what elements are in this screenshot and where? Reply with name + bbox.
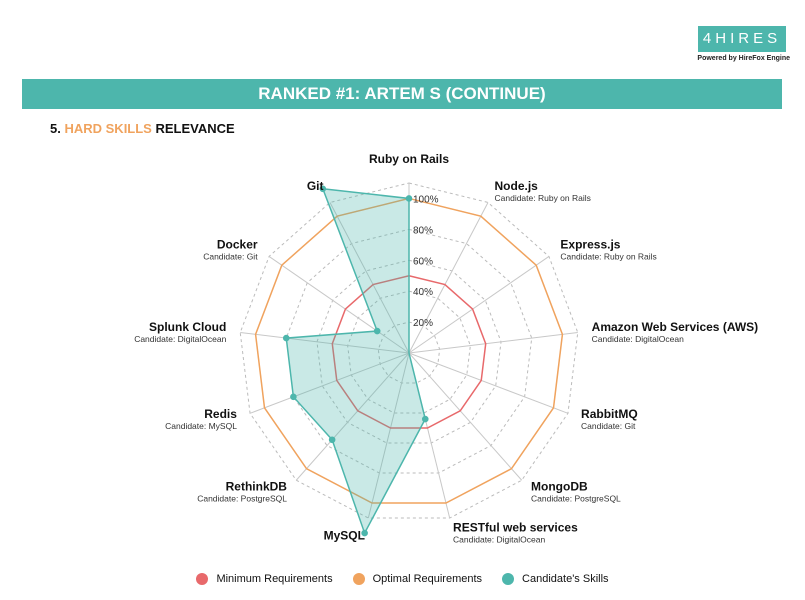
category-label: Git (307, 179, 324, 193)
candidate-point (373, 327, 381, 335)
tick-label: 100% (413, 194, 439, 205)
section-highlight: HARD SKILLS (64, 121, 152, 136)
axis-spoke (408, 256, 550, 354)
category-label: RethinkDB (226, 480, 288, 494)
candidate-point (405, 195, 413, 202)
candidate-point (361, 529, 368, 537)
tick-label: 60% (413, 256, 433, 267)
category-label: Ruby on Rails (369, 152, 449, 166)
logo-tagline: Powered by HireFox Engine (697, 55, 790, 62)
category-sublabel: Candidate: Git (203, 251, 258, 261)
candidate-point (328, 436, 336, 444)
category-label: MySQL (324, 529, 365, 543)
axis-spoke (268, 256, 410, 354)
grid-ring-20 (377, 321, 441, 384)
legend-label-optimal: Optimal Requirements (372, 573, 483, 585)
category-sublabel: Candidate: Git (581, 421, 636, 431)
axis-spoke (240, 332, 410, 354)
axis-spoke (295, 352, 410, 481)
grid-ring-40 (347, 290, 471, 414)
category-label: Node.js (495, 179, 539, 193)
category-sublabel: Candidate: PostgreSQL (197, 494, 287, 504)
legend-item-candidate: Candidate's Skills (502, 573, 609, 585)
section-title: 5. HARD SKILLS RELEVANCE (50, 121, 235, 136)
series-0-area (331, 274, 487, 429)
axis-spoke (408, 332, 578, 354)
candidate-point (290, 393, 297, 401)
category-sublabel: Candidate: DigitalOcean (134, 334, 226, 344)
tick-label: 20% (413, 318, 433, 329)
tick-label: 80% (413, 225, 433, 236)
axis-spoke (367, 352, 410, 519)
category-sublabel: Candidate: DigitalOcean (453, 535, 545, 545)
candidate-point (319, 185, 327, 193)
section-rest: RELEVANCE (155, 121, 235, 136)
category-sublabel: Candidate: DigitalOcean (592, 334, 684, 344)
category-label: MongoDB (531, 480, 588, 494)
series-2-area (285, 187, 427, 535)
category-sublabel: Candidate: Ruby on Rails (560, 251, 656, 261)
axis-spoke (408, 202, 489, 354)
category-label: RabbitMQ (581, 407, 638, 421)
grid-ring-60 (316, 259, 502, 444)
category-sublabel: Candidate: PostgreSQL (531, 494, 621, 504)
grid-ring-80 (285, 228, 533, 474)
grid-ring-outer (239, 182, 579, 519)
candidate-point (282, 334, 290, 342)
legend-dot-minimum (196, 573, 209, 585)
company-logo: 4HIRES (698, 26, 786, 52)
legend-item-minimum: Minimum Requirements (196, 573, 333, 585)
legend-label-minimum: Minimum Requirements (216, 573, 333, 585)
axis-spoke (408, 352, 569, 414)
legend-item-optimal: Optimal Requirements (352, 573, 483, 585)
candidate-banner: RANKED #1: ARTEM S (CONTINUE) (22, 79, 782, 109)
legend-label-candidate: Candidate's Skills (522, 573, 609, 585)
axis-spoke (329, 202, 410, 354)
axis-spoke (408, 352, 523, 481)
category-label: Redis (204, 407, 237, 421)
axis-spoke (249, 352, 410, 414)
chart-legend: Minimum Requirements Optimal Requirement… (0, 573, 805, 585)
legend-dot-candidate (502, 573, 515, 585)
category-sublabel: Candidate: MySQL (165, 421, 237, 431)
tick-label: 40% (413, 287, 433, 298)
category-label: RESTful web services (453, 521, 578, 535)
category-label: Splunk Cloud (149, 320, 226, 334)
series-1-area (254, 197, 564, 504)
legend-dot-optimal (352, 573, 365, 585)
category-label: Docker (217, 237, 258, 251)
section-number: 5. (50, 121, 61, 136)
category-label: Express.js (560, 237, 620, 251)
category-label: Amazon Web Services (AWS) (592, 320, 759, 334)
candidate-point (421, 415, 429, 423)
category-sublabel: Candidate: Ruby on Rails (495, 193, 591, 203)
